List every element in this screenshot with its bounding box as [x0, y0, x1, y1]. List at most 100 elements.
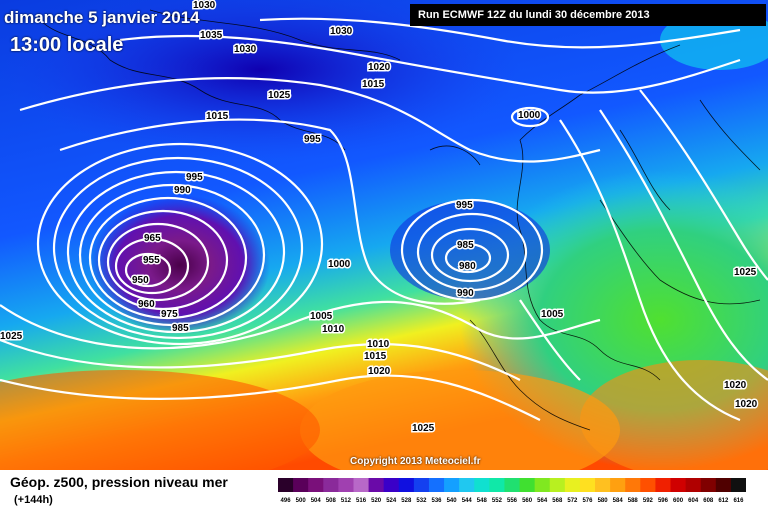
scale-swatch [353, 478, 370, 492]
scale-swatch [459, 478, 475, 492]
scale-tick-label: 588 [628, 498, 639, 504]
scale-tick-label: 572 [567, 498, 578, 504]
scale-tick-label: 532 [416, 498, 427, 504]
scale-swatch [383, 478, 400, 492]
color-scale-legend: 496 500 504 508 512 516 520 524 528 532 536 540 544 5… [278, 478, 746, 506]
copyright: Copyright 2013 Meteociel.fr [350, 456, 481, 467]
isobar-label: 1000 [328, 259, 351, 270]
scale-swatch [293, 478, 309, 492]
scale-tick-label: 568 [552, 498, 563, 504]
weather-map: 1030 1035 1030 1030 1020 1015 1025 1015 … [0, 0, 768, 470]
scale-tick-label: 612 [718, 498, 729, 504]
isobar-label: 1025 [268, 90, 291, 101]
scale-tick-label: 544 [462, 498, 473, 504]
isobar-label: 955 [143, 255, 160, 266]
scale-tick-label: 500 [296, 498, 307, 504]
scale-tick-label: 516 [356, 498, 367, 504]
scale-tick-label: 520 [371, 498, 382, 504]
scale-swatch [519, 478, 536, 492]
scale-tick-label: 600 [673, 498, 684, 504]
scale-tick-label: 552 [492, 498, 503, 504]
isobar-label: 1020 [368, 366, 391, 377]
isobar-label: 1030 [330, 26, 353, 37]
scale-swatch [685, 478, 702, 492]
isobar-label: 1020 [368, 62, 391, 73]
isobar-label: 995 [456, 200, 473, 211]
scale-tick-label: 584 [613, 498, 624, 504]
scale-tick-label: 604 [688, 498, 699, 504]
scale-tick-label: 540 [447, 498, 458, 504]
scale-swatch [610, 478, 626, 492]
scale-swatch [534, 478, 551, 492]
scale-swatch [670, 478, 687, 492]
scale-swatch [338, 478, 354, 492]
isobar-label: 1025 [734, 267, 757, 278]
scale-tick-label: 512 [341, 498, 352, 504]
scale-swatch [564, 478, 581, 492]
scale-swatch [595, 478, 611, 492]
scale-swatch [444, 478, 460, 492]
scale-tick-label: 524 [386, 498, 397, 504]
scale-swatch [398, 478, 415, 492]
isobar-label: 990 [174, 185, 191, 196]
isobar-label: 1000 [518, 110, 541, 121]
scale-swatch [655, 478, 672, 492]
isobar-label: 1030 [193, 0, 216, 11]
isobar-label: 950 [132, 275, 149, 286]
map-title: Géop. z500, pression niveau mer [10, 474, 228, 490]
scale-tick-label: 616 [733, 498, 744, 504]
isobar-labels: 1030 1035 1030 1030 1020 1015 1025 1015 … [0, 0, 759, 436]
scale-tick-label: 556 [507, 498, 518, 504]
isobar-label: 990 [457, 288, 474, 299]
scale-swatch [428, 478, 445, 492]
scale-swatch [504, 478, 521, 492]
isobar-label: 1005 [541, 309, 564, 320]
scale-tick-label: 576 [582, 498, 593, 504]
scale-swatch [700, 478, 717, 492]
scale-swatch [549, 478, 566, 492]
scale-swatch [323, 478, 339, 492]
isobars [0, 17, 768, 422]
isobar-label: 980 [459, 261, 476, 272]
isobar-label: 1025 [0, 331, 23, 342]
isobar-label: 1010 [322, 324, 345, 335]
forecast-date: dimanche 5 janvier 2014 [4, 8, 200, 27]
scale-swatch [368, 478, 385, 492]
scale-tick-label: 580 [598, 498, 609, 504]
scale-swatch [413, 478, 430, 492]
coastlines [39, 9, 761, 431]
isobar-label: 1010 [367, 339, 390, 350]
scale-swatch [730, 478, 746, 492]
scale-swatch [579, 478, 596, 492]
scale-swatch [308, 478, 324, 492]
scale-tick-label: 560 [522, 498, 533, 504]
isobar-label: 1020 [735, 399, 758, 410]
scale-swatch [715, 478, 732, 492]
isobar-label: 1015 [206, 111, 229, 122]
isobar-label: 975 [161, 309, 178, 320]
isobar-label: 1015 [364, 351, 387, 362]
isobar-label: 1015 [362, 79, 385, 90]
isobar-label: 1030 [234, 44, 257, 55]
isobar-label: 960 [138, 299, 155, 310]
isobar-label: 995 [304, 134, 321, 145]
scale-tick-label: 504 [311, 498, 322, 504]
forecast-time: 13:00 locale [10, 34, 124, 56]
scale-tick-label: 608 [703, 498, 714, 504]
scale-tick-label: 536 [432, 498, 443, 504]
isobar-label: 1035 [200, 30, 223, 41]
isobar-label: 1020 [724, 380, 747, 391]
isobar-label: 985 [172, 323, 189, 334]
scale-swatch [278, 478, 294, 492]
isobar-label: 1025 [412, 423, 435, 434]
isobar-label: 985 [457, 240, 474, 251]
run-info: Run ECMWF 12Z du lundi 30 décembre 2013 [410, 4, 766, 26]
scale-swatch [474, 478, 490, 492]
scale-tick-label: 592 [643, 498, 654, 504]
forecast-range: (+144h) [14, 494, 53, 506]
scale-tick-label: 496 [281, 498, 292, 504]
scale-tick-label: 564 [537, 498, 548, 504]
isobar-label: 965 [144, 233, 161, 244]
scale-tick-label: 528 [401, 498, 412, 504]
scale-tick-label: 596 [658, 498, 669, 504]
